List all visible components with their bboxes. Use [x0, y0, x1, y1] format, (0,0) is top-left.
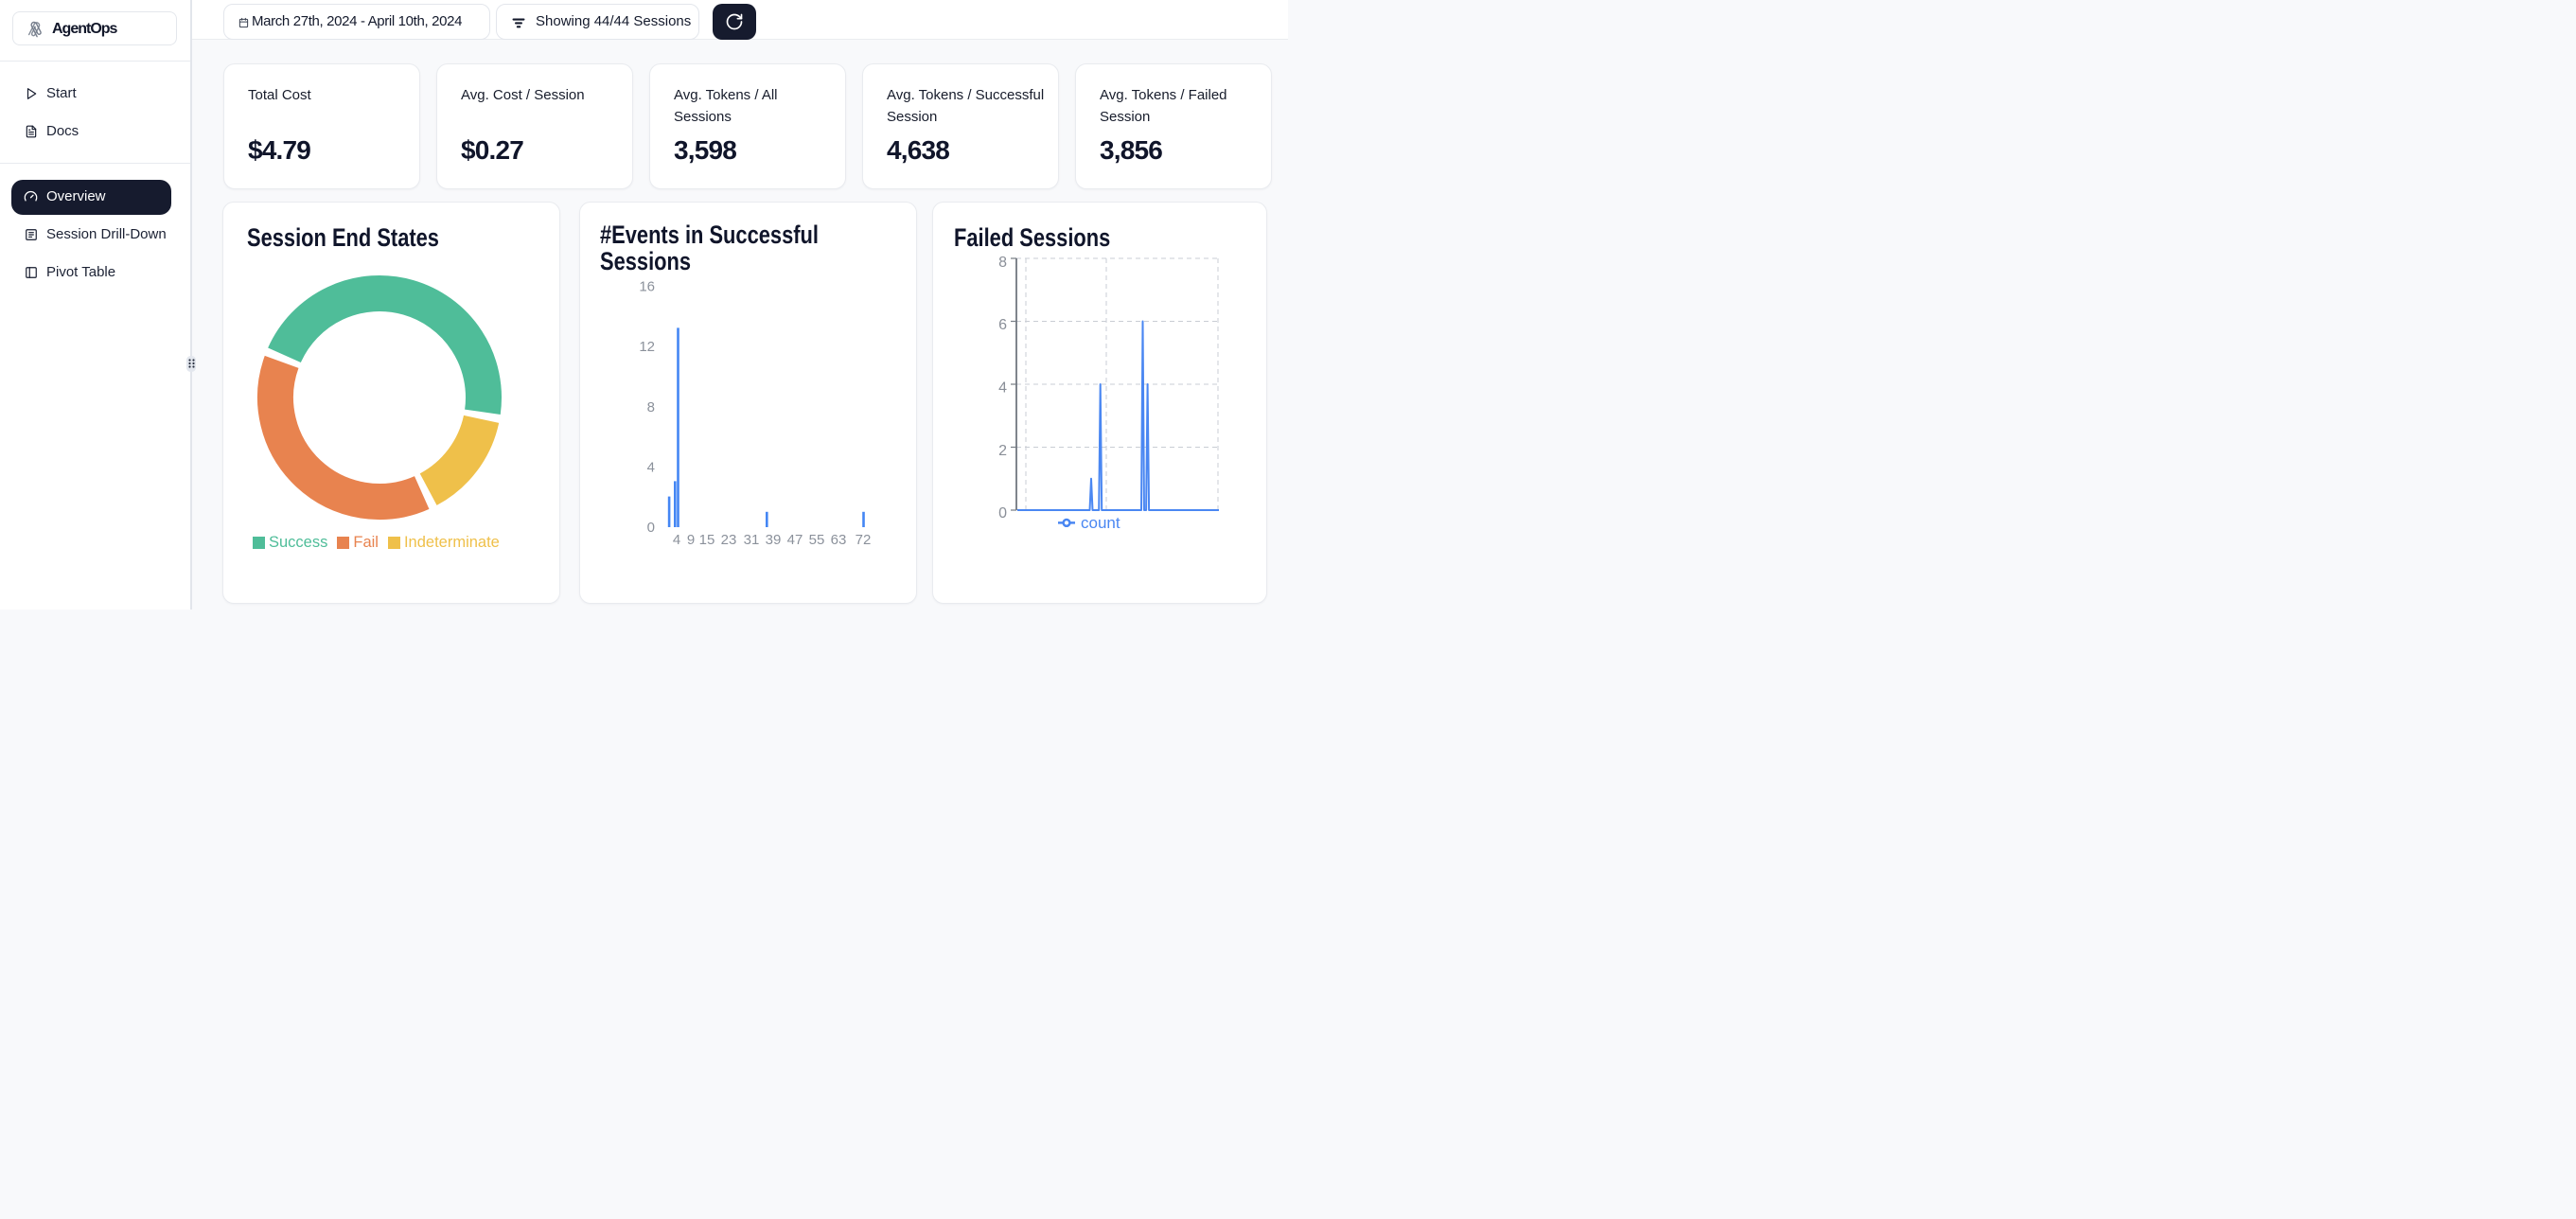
svg-text:72: 72 [856, 532, 872, 548]
svg-text:15: 15 [699, 532, 715, 548]
svg-text:12: 12 [639, 339, 655, 355]
svg-text:31: 31 [744, 532, 760, 548]
svg-text:47: 47 [787, 532, 803, 548]
svg-text:4: 4 [647, 459, 655, 475]
svg-text:55: 55 [809, 532, 825, 548]
svg-text:count: count [1081, 514, 1120, 532]
svg-text:63: 63 [831, 532, 847, 548]
svg-text:23: 23 [721, 532, 737, 548]
svg-text:2: 2 [998, 443, 1007, 459]
svg-text:0: 0 [647, 520, 655, 536]
svg-text:9: 9 [687, 532, 695, 548]
svg-text:39: 39 [766, 532, 782, 548]
svg-text:0: 0 [998, 505, 1007, 521]
svg-text:8: 8 [647, 399, 655, 415]
svg-text:4: 4 [673, 532, 680, 548]
svg-text:6: 6 [998, 317, 1007, 333]
svg-text:4: 4 [998, 380, 1007, 397]
svg-text:8: 8 [998, 255, 1007, 271]
svg-text:16: 16 [639, 279, 655, 295]
